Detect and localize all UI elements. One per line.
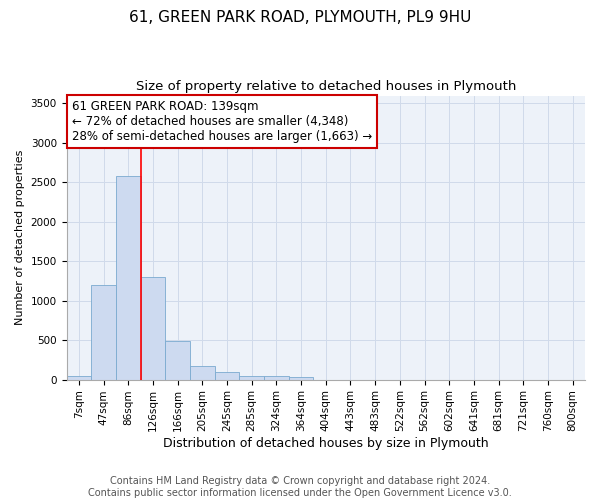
- Text: 61, GREEN PARK ROAD, PLYMOUTH, PL9 9HU: 61, GREEN PARK ROAD, PLYMOUTH, PL9 9HU: [129, 10, 471, 25]
- Bar: [116, 176, 140, 380]
- Bar: [215, 372, 239, 380]
- Y-axis label: Number of detached properties: Number of detached properties: [15, 150, 25, 326]
- Text: 61 GREEN PARK ROAD: 139sqm
← 72% of detached houses are smaller (4,348)
28% of s: 61 GREEN PARK ROAD: 139sqm ← 72% of deta…: [72, 100, 372, 143]
- Bar: [264, 376, 289, 380]
- Bar: [67, 376, 91, 380]
- Text: Contains HM Land Registry data © Crown copyright and database right 2024.
Contai: Contains HM Land Registry data © Crown c…: [88, 476, 512, 498]
- Bar: [165, 341, 190, 380]
- Title: Size of property relative to detached houses in Plymouth: Size of property relative to detached ho…: [136, 80, 516, 93]
- Bar: [289, 377, 313, 380]
- Bar: [190, 366, 215, 380]
- Bar: [239, 376, 264, 380]
- Bar: [91, 285, 116, 380]
- Bar: [140, 277, 165, 380]
- X-axis label: Distribution of detached houses by size in Plymouth: Distribution of detached houses by size …: [163, 437, 488, 450]
